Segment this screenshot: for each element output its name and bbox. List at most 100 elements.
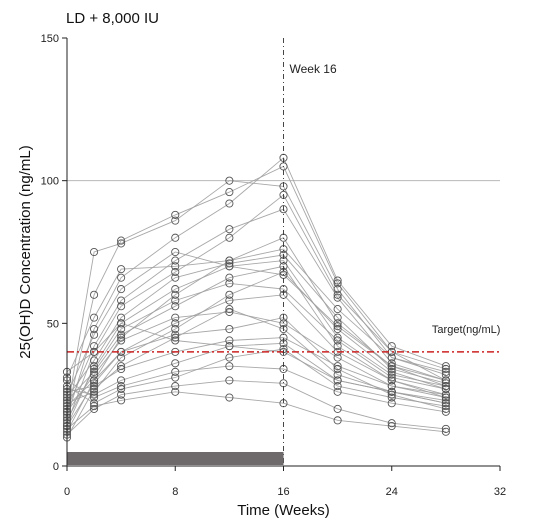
x-tick-label: 24 (386, 486, 398, 498)
data-point (441, 399, 450, 408)
data-point (225, 296, 234, 305)
data-point (171, 387, 180, 396)
data-point (225, 279, 234, 288)
data-point (225, 290, 234, 299)
data-point (90, 382, 99, 391)
data-point (441, 390, 450, 399)
subject-line-13 (66, 337, 446, 396)
data-point (225, 225, 234, 234)
data-point (333, 376, 342, 385)
data-point (171, 216, 180, 225)
data-point (117, 396, 126, 405)
data-point (90, 393, 99, 402)
data-point (117, 333, 126, 342)
data-point (333, 336, 342, 345)
x-tick-label: 32 (494, 486, 506, 498)
subject-line-20 (66, 251, 447, 395)
data-point (387, 359, 396, 368)
data-point (90, 362, 99, 371)
data-point (441, 370, 450, 379)
dosing-period-bar (67, 452, 284, 465)
subject-line-23 (66, 311, 446, 413)
data-point (171, 330, 180, 339)
data-point (441, 404, 450, 413)
data-point (333, 322, 342, 331)
chart-axes: 0 50 100 150 0 8 16 24 32 Time (Weeks) 25(OH)D Con… (17, 33, 506, 519)
subject-line-22 (66, 322, 446, 401)
x-tick-label: 8 (172, 486, 178, 498)
data-point (387, 422, 396, 431)
data-point (441, 427, 450, 436)
data-point (117, 330, 126, 339)
data-point (90, 404, 99, 413)
week16-label: Week 16 (290, 62, 337, 76)
chart-title: LD + 8,000 IU (66, 10, 159, 27)
data-point (441, 382, 450, 391)
data-point (333, 353, 342, 362)
data-point (387, 364, 396, 374)
data-point (90, 387, 99, 396)
data-point (171, 273, 180, 282)
data-point (171, 247, 180, 257)
data-point (387, 370, 396, 379)
data-point (225, 256, 234, 265)
data-point (117, 285, 126, 294)
data-point (117, 382, 126, 391)
chart-overlays: Target(ng/mL) Week 16 (67, 38, 500, 466)
data-point (333, 342, 342, 351)
data-point (171, 373, 180, 382)
data-point (387, 399, 396, 408)
data-point (90, 402, 99, 411)
data-point (171, 313, 180, 322)
data-point (171, 336, 180, 345)
subject-line-7 (66, 180, 447, 412)
data-point (117, 384, 126, 394)
subject-series (62, 153, 450, 442)
data-point (117, 296, 126, 305)
data-point (333, 324, 342, 334)
data-point (333, 319, 342, 328)
y-tick-label: 0 (53, 461, 59, 473)
data-point (225, 324, 234, 334)
subject-line-11 (66, 265, 447, 401)
data-point (117, 364, 126, 374)
data-point (333, 305, 342, 314)
data-point (117, 362, 126, 371)
data-point (171, 359, 180, 368)
subject-line-5 (66, 157, 447, 418)
data-point (441, 396, 450, 405)
data-point (90, 376, 99, 385)
data-point (387, 373, 396, 382)
data-point (117, 236, 126, 245)
data-point (441, 376, 450, 385)
data-point (387, 390, 396, 399)
data-point (117, 353, 126, 362)
data-point (333, 416, 342, 425)
data-point (441, 407, 450, 416)
data-point (90, 324, 99, 334)
data-point (117, 376, 126, 385)
data-point (117, 313, 126, 322)
y-axis-label: 25(OH)D Concentration (ng/mL) (17, 145, 34, 358)
data-point (333, 382, 342, 391)
data-point (117, 302, 126, 311)
subject-line-15 (66, 348, 446, 407)
data-point (171, 302, 180, 311)
data-point (225, 176, 234, 185)
x-tick-label: 0 (64, 486, 70, 498)
data-point (225, 262, 234, 271)
data-point (117, 273, 126, 282)
data-point (90, 290, 99, 299)
data-point (333, 279, 342, 288)
data-point (387, 419, 396, 428)
data-point (333, 313, 342, 322)
subject-line-6 (66, 165, 447, 415)
y-tick-label: 100 (41, 176, 59, 188)
data-point (225, 188, 234, 197)
data-point (90, 399, 99, 408)
data-point (333, 333, 342, 342)
data-point (117, 324, 126, 334)
subject-line-2 (66, 294, 447, 433)
data-point (387, 393, 396, 402)
